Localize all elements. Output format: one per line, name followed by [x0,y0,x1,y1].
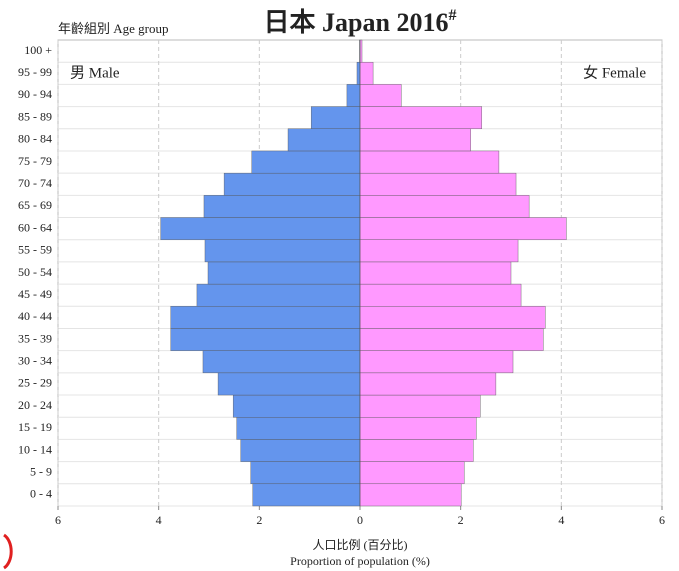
x-tick-label: 6 [659,513,665,527]
y-tick-label: 10 - 14 [18,442,52,456]
bar [217,372,361,396]
y-tick-label: 40 - 44 [18,309,52,323]
y-tick-label: 30 - 34 [18,354,52,368]
bar [359,328,544,351]
bar [359,372,497,396]
x-axis-label: 人口比例 (百分比) [313,538,408,552]
bar [359,39,363,63]
x-tick-label: 4 [558,513,564,527]
bar [359,461,465,485]
bar [287,128,361,152]
y-tick-label: 55 - 59 [18,243,52,257]
x-tick-label: 4 [156,513,162,527]
bar [232,394,361,418]
bar [359,306,546,329]
bar [359,172,517,196]
y-tick-label: 15 - 19 [18,420,52,434]
bar [236,417,361,440]
y-tick-label: 0 - 4 [30,487,52,501]
y-tick-label: 25 - 29 [18,376,52,390]
y-tick-label: 60 - 64 [18,220,52,234]
bar [251,150,361,174]
y-tick-label: 75 - 79 [18,154,52,168]
bar [356,61,361,85]
y-tick-label: 35 - 39 [18,331,52,345]
x-tick-label: 6 [55,513,61,527]
x-axis-label: Proportion of population (%) [290,554,430,568]
bar [359,128,471,152]
bar [204,239,361,263]
bar [359,483,462,507]
bar [359,261,512,285]
title-superscript: # [448,7,456,24]
bar [310,106,361,129]
bar [359,239,519,263]
legend-label: 女 Female [583,63,646,81]
y-tick-label: 65 - 69 [18,198,52,212]
bar [359,350,514,374]
bar [160,217,361,240]
bar [250,461,361,485]
bar [240,439,361,462]
y-tick-label: 95 - 99 [18,65,52,79]
y-tick-label: 100 + [24,43,52,57]
bar [359,217,567,240]
bar [359,394,481,418]
bar [359,283,522,307]
bar [359,150,500,174]
bar [223,172,361,196]
x-tick-label: 2 [256,513,262,527]
bar [196,283,361,307]
y-tick-label: 20 - 24 [18,398,52,412]
bar [359,195,530,218]
bar [252,483,361,507]
bar [359,61,374,85]
y-tick-label: 45 - 49 [18,287,52,301]
bar [359,84,402,107]
y-tick-label: 70 - 74 [18,176,52,190]
x-tick-label: 2 [458,513,464,527]
bar [346,84,361,107]
title-text: 日本 Japan 2016 [264,8,449,37]
y-tick-label: 50 - 54 [18,265,52,279]
y-tick-label: 85 - 89 [18,109,52,123]
bar [202,350,361,374]
bar [170,328,361,351]
y-tick-label: 80 - 84 [18,132,52,146]
bar [359,106,483,129]
chart-title: 日本 Japan 2016# [264,7,457,37]
y-axis-label: 年齡組別 Age group [58,21,169,36]
x-tick-label: 0 [357,513,363,527]
bar [170,306,361,329]
decoration [3,533,13,570]
bar [359,439,474,462]
bar [359,417,477,440]
bar [203,195,361,218]
y-tick-label: 5 - 9 [30,464,52,478]
y-tick-label: 90 - 94 [18,87,52,101]
bar [207,261,361,285]
legend-label: 男 Male [70,65,120,81]
